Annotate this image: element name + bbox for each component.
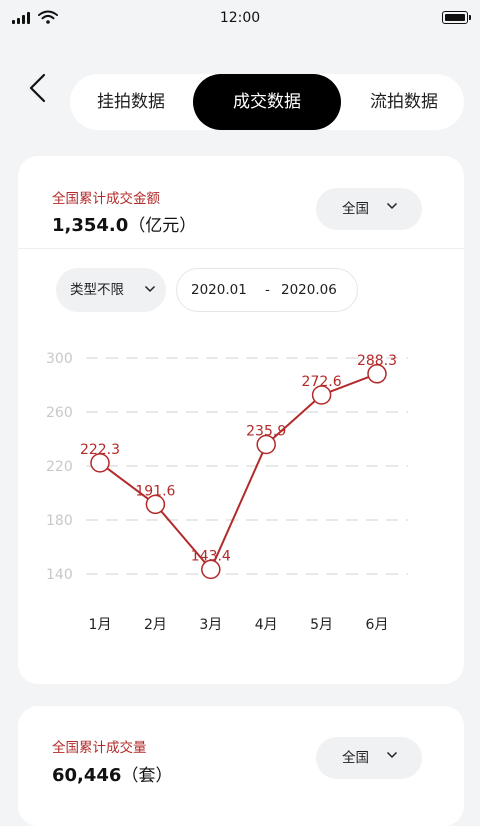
data-label: 143.4 <box>191 548 231 564</box>
type-filter-label: 类型不限 <box>70 282 124 298</box>
series-segment <box>321 372 378 396</box>
series-segment <box>209 444 268 570</box>
x-tick-label: 3月 <box>199 617 222 633</box>
tab-deal-data[interactable]: 成交数据 <box>193 74 341 130</box>
metric-value: 60,446（套） <box>52 761 172 786</box>
x-tick-label: 4月 <box>255 617 278 633</box>
wifi-icon <box>38 10 58 24</box>
metric-value: 1,354.0（亿元） <box>52 211 196 236</box>
data-tabs: 挂拍数据 成交数据 流拍数据 <box>70 74 464 130</box>
chevron-down-icon <box>386 202 398 210</box>
data-point <box>201 559 221 580</box>
x-tick-label: 1月 <box>89 617 112 633</box>
data-point <box>256 434 276 455</box>
date-range-picker[interactable]: 2020.01 - 2020.06 <box>176 268 358 312</box>
deal-amount-line-chart: 140 180 220 260 300 222.3 191.6 143.4 235.9 272.6… <box>46 351 408 633</box>
series-segment <box>265 394 323 446</box>
region-select[interactable]: 全国 <box>316 737 422 779</box>
y-tick-label: 140 <box>46 567 73 583</box>
data-point <box>311 385 332 405</box>
region-select[interactable]: 全国 <box>316 188 422 230</box>
battery-icon <box>442 11 471 24</box>
chevron-down-icon <box>386 751 398 759</box>
data-point <box>145 494 166 515</box>
y-tick-label: 260 <box>46 405 73 421</box>
amount-card: 全国累计成交金额 1,354.0（亿元） 全国 类型不限 2020.01 - 2… <box>18 156 464 684</box>
region-select-label: 全国 <box>342 750 369 766</box>
tab-listing-data[interactable]: 挂拍数据 <box>97 92 165 112</box>
tab-failed-auction-data[interactable]: 流拍数据 <box>370 92 438 112</box>
metric-unit: （亿元） <box>128 216 197 236</box>
data-label: 191.6 <box>135 483 175 499</box>
metric-number: 1,354.0 <box>52 215 129 236</box>
status-time: 12:00 <box>219 10 261 26</box>
data-label: 272.6 <box>302 374 342 390</box>
data-point <box>367 364 387 384</box>
status-bar: 12:00 <box>0 0 480 38</box>
metric-number: 60,446 <box>52 765 122 786</box>
y-tick-label: 180 <box>46 513 73 529</box>
x-tick-label: 5月 <box>310 617 333 633</box>
date-end: 2020.06 <box>281 282 337 298</box>
y-tick-label: 300 <box>46 351 73 367</box>
date-separator: - <box>265 282 270 298</box>
x-tick-label: 6月 <box>366 617 389 633</box>
data-label: 222.3 <box>80 442 120 458</box>
type-filter-select[interactable]: 类型不限 <box>56 268 166 312</box>
divider <box>18 248 464 249</box>
volume-card: 全国累计成交量 60,446（套） 全国 <box>18 706 464 826</box>
chevron-down-icon <box>144 285 156 293</box>
data-label: 235.9 <box>246 424 286 440</box>
series-segment <box>99 462 156 506</box>
region-select-label: 全国 <box>342 201 369 217</box>
y-tick-label: 220 <box>46 459 73 475</box>
data-label: 288.3 <box>357 353 397 369</box>
data-point <box>90 453 110 473</box>
metric-label: 全国累计成交量 <box>52 740 147 756</box>
series-segment <box>154 503 212 571</box>
back-arrow-icon[interactable] <box>22 70 54 106</box>
signal-icon <box>12 12 32 24</box>
metric-label: 全国累计成交金额 <box>52 191 160 207</box>
metric-unit: （套） <box>121 766 173 786</box>
x-tick-label: 2月 <box>144 617 167 633</box>
date-start: 2020.01 <box>191 282 247 298</box>
